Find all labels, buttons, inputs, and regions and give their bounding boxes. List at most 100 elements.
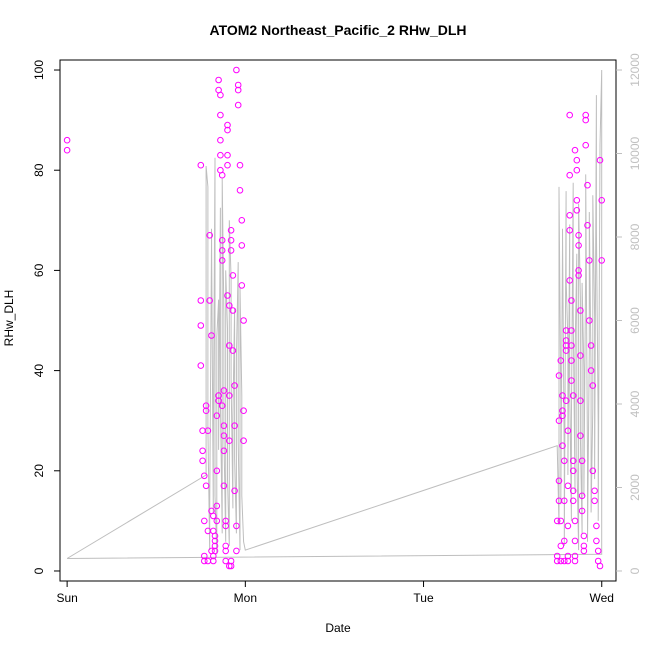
- scatter-point: [224, 151, 231, 159]
- scatter-point: [224, 121, 231, 129]
- scatter-point: [231, 382, 238, 389]
- scatter-point: [562, 347, 570, 354]
- scatter-point: [222, 542, 229, 550]
- series-line: [66, 69, 603, 559]
- scatter-point: [233, 547, 240, 555]
- scatter-point: [557, 557, 565, 565]
- scatter-point: [591, 497, 598, 505]
- scatter-point: [586, 317, 593, 324]
- x-tick-label: Mon: [234, 591, 257, 605]
- scatter-point: [238, 217, 246, 224]
- scatter-point: [573, 207, 581, 214]
- scatter-point: [222, 547, 229, 555]
- scatter-point: [210, 557, 217, 565]
- scatter-point: [564, 482, 572, 490]
- scatter-point: [577, 432, 584, 440]
- scatter-point: [571, 557, 579, 565]
- scatter-point: [566, 171, 574, 179]
- scatter-point: [202, 407, 210, 415]
- scatter-point: [202, 482, 210, 490]
- scatter-point: [211, 532, 219, 540]
- scatter-point: [204, 427, 212, 435]
- scatter-point: [227, 247, 235, 254]
- scatter-point: [569, 392, 577, 399]
- scatter-point: [578, 457, 586, 465]
- scatter-point: [238, 282, 246, 289]
- scatter-point: [229, 307, 237, 314]
- scatter-point: [589, 467, 597, 475]
- y-tick-label: 0: [32, 567, 46, 574]
- scatter-point: [582, 116, 590, 124]
- scatter-point: [227, 557, 235, 565]
- y2-tick-label: 12000: [628, 53, 642, 87]
- y2-tick-label: 4000: [628, 390, 642, 417]
- scatter-point: [555, 477, 563, 485]
- scatter-point: [571, 517, 579, 525]
- y-tick-label: 60: [32, 263, 46, 277]
- scatter-point: [580, 547, 588, 555]
- scatter-series: [63, 66, 606, 570]
- scatter-point: [584, 181, 591, 189]
- scatter-point: [218, 237, 226, 244]
- x-tick-label: Wed: [590, 591, 614, 605]
- scatter-point: [227, 562, 235, 570]
- scatter-point: [571, 552, 579, 560]
- scatter-point: [201, 472, 208, 480]
- scatter-point: [236, 187, 244, 194]
- scatter-point: [582, 141, 590, 149]
- scatter-point: [217, 136, 224, 144]
- scatter-point: [562, 337, 570, 344]
- scatter-point: [578, 507, 586, 515]
- scatter-point: [240, 437, 247, 445]
- scatter-point: [226, 437, 233, 445]
- scatter-point: [575, 242, 582, 249]
- line-series: [66, 69, 603, 559]
- scatter-point: [568, 297, 575, 304]
- scatter-point: [596, 156, 604, 164]
- scatter-point: [201, 517, 208, 525]
- scatter-point: [213, 517, 221, 525]
- scatter-point: [591, 487, 598, 495]
- scatter-point: [220, 482, 228, 490]
- scatter-point: [593, 522, 600, 530]
- scatter-point: [222, 557, 229, 565]
- scatter-point: [587, 367, 595, 374]
- scatter-point: [594, 547, 602, 555]
- y-tick-label: 40: [32, 364, 46, 378]
- scatter-point: [553, 557, 561, 565]
- scatter-point: [598, 257, 606, 264]
- scatter-point: [226, 302, 233, 309]
- scatter-point: [197, 362, 205, 369]
- x-tick-label: Sun: [56, 591, 77, 605]
- scatter-point: [589, 382, 597, 389]
- scatter-point: [569, 457, 577, 465]
- scatter-point: [573, 197, 581, 204]
- scatter-point: [569, 487, 577, 495]
- y2-tick-label: 2000: [628, 474, 642, 501]
- scatter-point: [197, 322, 205, 329]
- scatter-point: [559, 407, 566, 415]
- scatter-point: [568, 342, 575, 349]
- y2-tick-label: 10000: [628, 137, 642, 171]
- scatter-point: [234, 101, 242, 109]
- y2-tick-label: 0: [628, 567, 642, 574]
- scatter-point: [568, 357, 575, 364]
- scatter-point: [557, 542, 565, 550]
- scatter-point: [569, 467, 577, 475]
- scatter-point: [575, 272, 582, 279]
- scatter-point: [561, 497, 568, 505]
- scatter-point: [562, 397, 570, 405]
- scatter-point: [587, 342, 595, 349]
- scatter-point: [555, 372, 563, 379]
- scatter-point: [575, 267, 582, 274]
- scatter-point: [238, 242, 246, 249]
- chart-title: ATOM2 Northeast_Pacific_2 RHw_DLH: [210, 22, 467, 38]
- scatter-point: [208, 332, 215, 339]
- scatter-point: [559, 442, 566, 450]
- scatter-point: [571, 146, 579, 154]
- scatter-point: [197, 297, 205, 304]
- scatter-point: [227, 227, 235, 234]
- scatter-point: [566, 111, 574, 119]
- scatter-point: [206, 232, 213, 239]
- y-tick-label: 80: [32, 163, 46, 177]
